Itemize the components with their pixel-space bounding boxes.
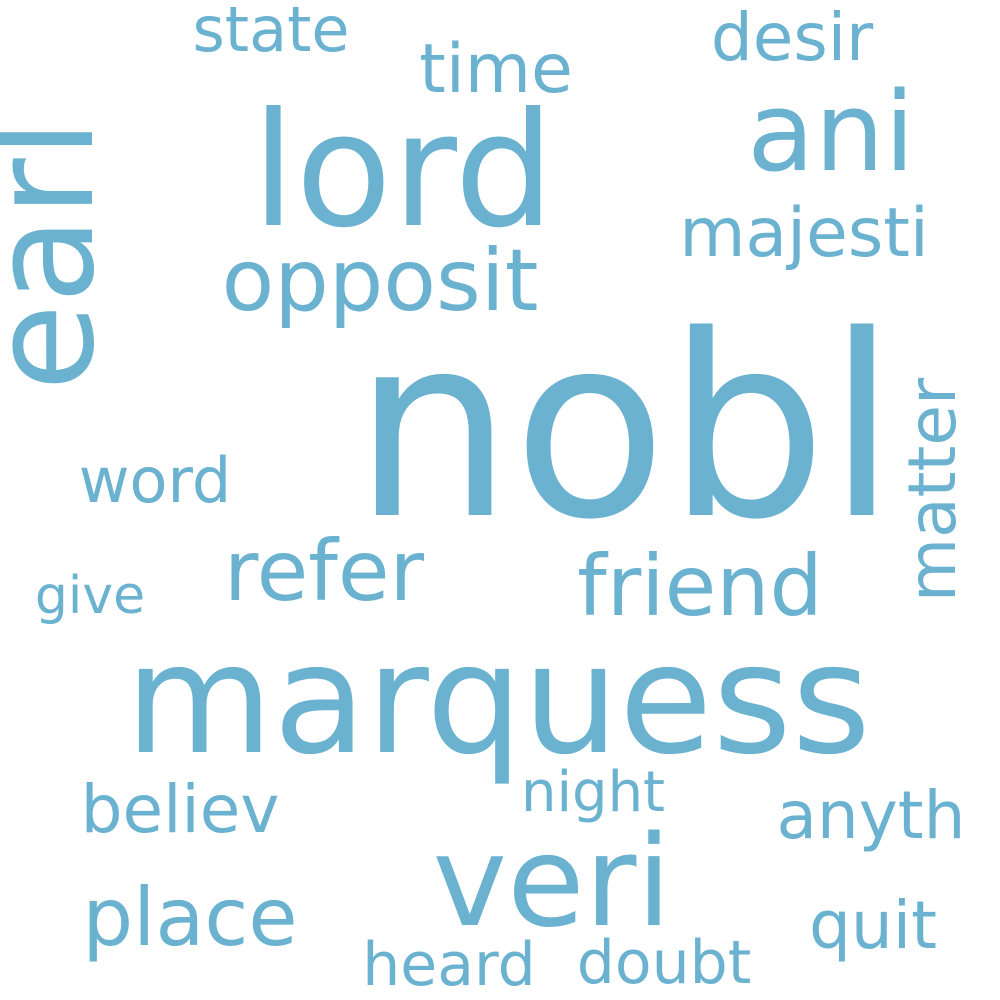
word-veri: veri bbox=[433, 808, 672, 955]
word-nobl: nobl bbox=[353, 282, 897, 575]
word-refer: refer bbox=[224, 522, 425, 620]
word-anyth: anyth bbox=[776, 777, 965, 854]
word-doubt: doubt bbox=[577, 928, 751, 998]
word-marquess: marquess bbox=[125, 611, 871, 788]
word-word: word bbox=[79, 444, 231, 517]
word-opposit: opposit bbox=[222, 231, 539, 331]
word-lord: lord bbox=[251, 79, 554, 263]
word-give: give bbox=[35, 566, 145, 626]
word-majesti: majesti bbox=[679, 194, 929, 273]
word-heard: heard bbox=[362, 930, 535, 1000]
word-state: state bbox=[192, 0, 349, 66]
word-earl: earl bbox=[0, 119, 126, 391]
word-night: night bbox=[521, 760, 665, 825]
word-quit: quit bbox=[809, 887, 937, 964]
word-ani: ani bbox=[747, 68, 915, 196]
word-matter: matter bbox=[894, 377, 971, 602]
word-time: time bbox=[419, 30, 573, 109]
word-believ: believ bbox=[81, 771, 280, 848]
word-friend: friend bbox=[577, 537, 823, 635]
word-place: place bbox=[82, 871, 297, 964]
word-desir: desir bbox=[711, 0, 874, 76]
